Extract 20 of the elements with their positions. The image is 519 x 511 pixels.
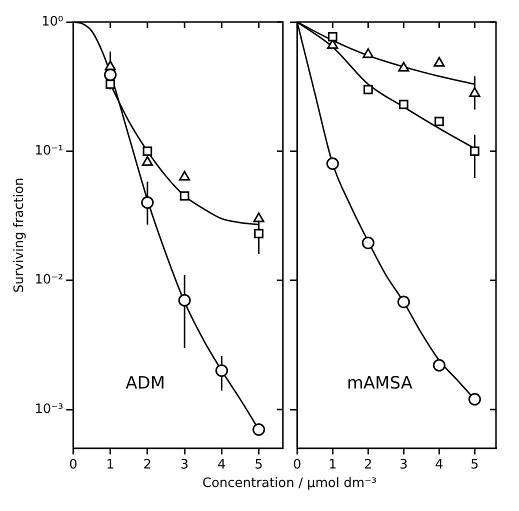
y-tick-label: 10⁻²	[34, 272, 64, 288]
x-tick-label: 1	[328, 458, 337, 473]
x-tick-label: 3	[400, 458, 408, 473]
y-tick-label: 10⁻³	[34, 402, 64, 417]
x-tick-label: 2	[364, 458, 372, 473]
annotation: mAMSA	[346, 373, 413, 394]
y-axis-title: Surviving fraction	[12, 178, 28, 293]
x-tick-label: 5	[470, 458, 479, 473]
x-axis-title: Concentration / μmol dm⁻³	[201, 476, 378, 491]
x-tick-label: 0	[292, 458, 302, 473]
annotation: ADM	[126, 373, 166, 394]
x-tick-label: 4	[218, 458, 226, 473]
x-tick-label: 4	[435, 458, 444, 473]
x-tick-label: 1	[106, 458, 114, 473]
y-tick-label: 10⁻¹	[34, 144, 64, 159]
x-tick-label: 0	[69, 458, 78, 473]
x-tick-label: 3	[180, 458, 189, 473]
x-tick-label: 5	[254, 458, 263, 473]
y-tick-label: 10⁰	[41, 14, 64, 30]
x-tick-label: 2	[143, 458, 152, 473]
